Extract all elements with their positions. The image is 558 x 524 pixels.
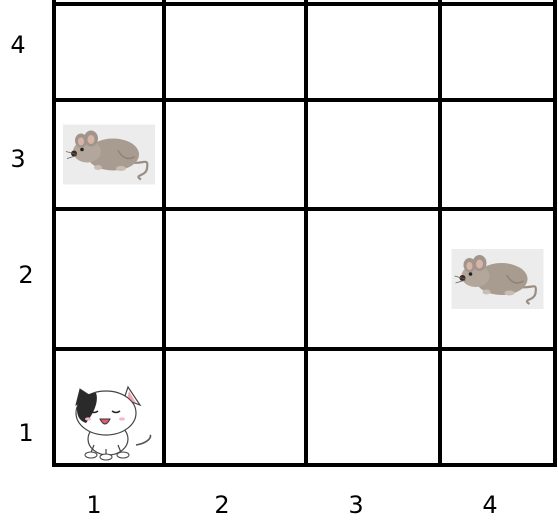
row-label-4: 4 bbox=[10, 31, 25, 59]
col-label-2: 2 bbox=[214, 491, 229, 519]
axis-labels: 1 2 3 4 1 2 3 4 bbox=[10, 31, 497, 519]
row-label-2: 2 bbox=[18, 261, 33, 289]
mouse-icon bbox=[61, 123, 157, 186]
col-label-3: 3 bbox=[348, 491, 363, 519]
col-label-4: 4 bbox=[482, 491, 497, 519]
mouse-icon bbox=[450, 247, 545, 311]
row-label-3: 3 bbox=[10, 145, 25, 173]
cat-icon bbox=[75, 386, 152, 461]
col-label-1: 1 bbox=[86, 491, 101, 519]
pieces bbox=[61, 123, 545, 461]
grid-lines bbox=[52, 0, 557, 467]
row-label-1: 1 bbox=[18, 419, 33, 447]
